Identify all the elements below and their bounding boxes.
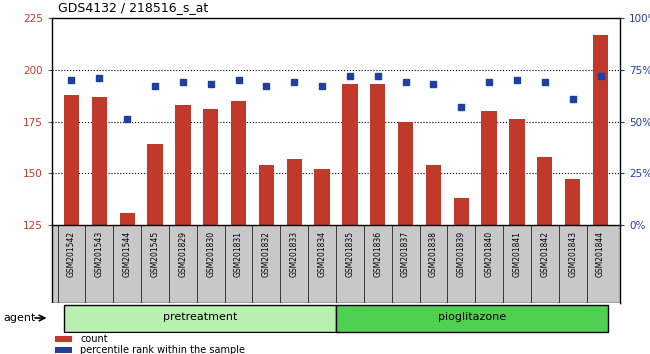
- Text: GSM201834: GSM201834: [318, 231, 326, 278]
- Bar: [64, 304, 336, 331]
- Text: GSM201842: GSM201842: [540, 231, 549, 277]
- Point: [122, 116, 133, 122]
- Bar: [92, 97, 107, 225]
- Point: [94, 75, 105, 81]
- Text: GSM201831: GSM201831: [234, 231, 243, 277]
- Text: GSM201835: GSM201835: [345, 231, 354, 278]
- Bar: [454, 198, 469, 225]
- Bar: [426, 165, 441, 225]
- Bar: [510, 119, 525, 225]
- Bar: [120, 213, 135, 225]
- Text: GSM201843: GSM201843: [568, 231, 577, 278]
- Point: [512, 77, 522, 83]
- Bar: [55, 347, 72, 353]
- Bar: [148, 144, 162, 225]
- Bar: [259, 165, 274, 225]
- Bar: [370, 84, 385, 225]
- Point: [289, 79, 300, 85]
- Text: pretreatment: pretreatment: [162, 312, 237, 322]
- Text: GSM201836: GSM201836: [373, 231, 382, 278]
- Point: [261, 84, 272, 89]
- Bar: [336, 304, 608, 331]
- Bar: [398, 121, 413, 225]
- Bar: [64, 95, 79, 225]
- Bar: [565, 179, 580, 225]
- Point: [233, 77, 244, 83]
- Text: percentile rank within the sample: percentile rank within the sample: [81, 345, 246, 354]
- Text: GDS4132 / 218516_s_at: GDS4132 / 218516_s_at: [58, 1, 209, 15]
- Point: [540, 79, 550, 85]
- Text: GSM201837: GSM201837: [401, 231, 410, 278]
- Point: [66, 77, 77, 83]
- Point: [484, 79, 495, 85]
- Text: agent: agent: [3, 313, 36, 323]
- Bar: [203, 109, 218, 225]
- Text: GSM201542: GSM201542: [67, 231, 76, 278]
- Text: GSM201544: GSM201544: [123, 231, 132, 278]
- Text: GSM201830: GSM201830: [206, 231, 215, 278]
- Point: [595, 73, 606, 79]
- Text: GSM201543: GSM201543: [95, 231, 104, 278]
- Point: [344, 73, 355, 79]
- Bar: [593, 35, 608, 225]
- Point: [400, 79, 411, 85]
- Bar: [231, 101, 246, 225]
- Point: [372, 73, 383, 79]
- Bar: [482, 111, 497, 225]
- Bar: [343, 84, 358, 225]
- Bar: [176, 105, 190, 225]
- Bar: [315, 169, 330, 225]
- Bar: [537, 157, 552, 225]
- Bar: [55, 336, 72, 342]
- Text: GSM201833: GSM201833: [290, 231, 299, 278]
- Point: [150, 84, 160, 89]
- Text: GSM201829: GSM201829: [178, 231, 187, 277]
- Text: GSM201841: GSM201841: [512, 231, 521, 277]
- Text: GSM201839: GSM201839: [457, 231, 466, 278]
- Text: GSM201545: GSM201545: [151, 231, 159, 278]
- Point: [317, 84, 328, 89]
- Text: count: count: [81, 334, 108, 344]
- Bar: [287, 159, 302, 225]
- Point: [567, 96, 578, 102]
- Text: GSM201844: GSM201844: [596, 231, 605, 278]
- Text: pioglitazone: pioglitazone: [438, 312, 506, 322]
- Point: [456, 104, 467, 110]
- Text: GSM201838: GSM201838: [429, 231, 438, 277]
- Point: [177, 79, 188, 85]
- Text: GSM201832: GSM201832: [262, 231, 271, 277]
- Text: GSM201840: GSM201840: [485, 231, 493, 278]
- Point: [205, 81, 216, 87]
- Point: [428, 81, 439, 87]
